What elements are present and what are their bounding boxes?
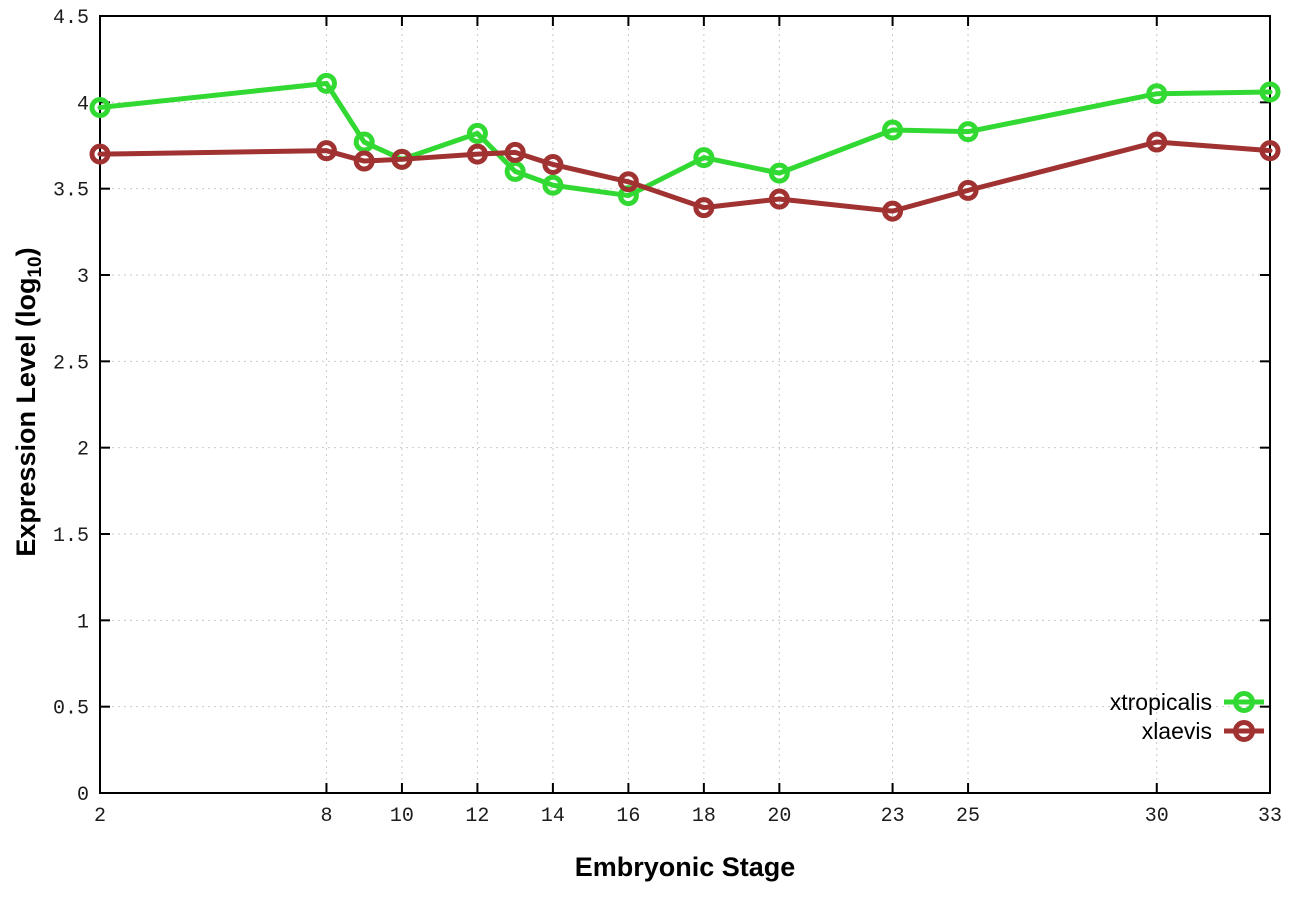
data-point-xtropicalis <box>957 121 979 143</box>
y-tick-label: 3 <box>77 266 89 289</box>
y-tick-label: 3.5 <box>53 180 89 203</box>
data-point-xtropicalis <box>466 122 488 144</box>
data-point-xtropicalis <box>693 147 715 169</box>
x-tick-label: 18 <box>692 805 716 828</box>
x-tick-label: 25 <box>956 805 980 828</box>
y-tick-label: 4 <box>77 93 89 116</box>
x-tick-label: 23 <box>881 805 905 828</box>
data-point-xlaevis <box>391 148 413 170</box>
x-axis-title: Embryonic Stage <box>575 852 796 883</box>
data-point-xlaevis <box>353 150 375 172</box>
series-line-xtropicalis <box>97 80 1273 199</box>
legend-sample-marker-xlaevis <box>1233 720 1255 742</box>
y-tick-label: 2.5 <box>53 352 89 375</box>
data-point-xtropicalis <box>882 119 904 141</box>
x-tick-label: 20 <box>767 805 791 828</box>
data-point-xtropicalis <box>768 162 790 184</box>
data-point-xlaevis <box>89 143 111 165</box>
y-tick-label: 2 <box>77 439 89 462</box>
x-axis-title-text: Embryonic Stage <box>574 852 796 882</box>
legend-sample-marker-xtropicalis <box>1233 691 1255 713</box>
data-point-xlaevis <box>768 188 790 210</box>
y-axis-title-subscript: 10 <box>25 256 46 278</box>
data-point-xlaevis <box>466 143 488 165</box>
data-point-xlaevis <box>957 179 979 201</box>
x-tick-label: 14 <box>541 805 565 828</box>
data-point-xtropicalis <box>504 160 526 182</box>
data-point-xtropicalis <box>353 131 375 153</box>
data-point-xtropicalis <box>315 72 337 94</box>
data-point-xlaevis <box>542 153 564 175</box>
x-tick-label: 33 <box>1258 805 1282 828</box>
x-tick-label: 12 <box>465 805 489 828</box>
x-tick-label: 16 <box>616 805 640 828</box>
x-tick-label: 8 <box>320 805 332 828</box>
data-point-xtropicalis <box>1259 81 1281 103</box>
data-point-xtropicalis <box>542 174 564 196</box>
y-tick-label: 0.5 <box>53 698 89 721</box>
data-point-xlaevis <box>693 197 715 219</box>
data-point-xtropicalis <box>89 97 111 119</box>
data-point-xlaevis <box>882 200 904 222</box>
data-point-xlaevis <box>617 171 639 193</box>
data-point-xlaevis <box>315 140 337 162</box>
x-tick-label: 2 <box>94 805 106 828</box>
legend-label-xtropicalis: xtropicalis <box>1110 689 1212 715</box>
x-tick-label: 30 <box>1145 805 1169 828</box>
x-tick-label: 10 <box>390 805 414 828</box>
y-tick-label: 1 <box>77 611 89 634</box>
data-point-xlaevis <box>504 141 526 163</box>
plot-border <box>99 15 1271 794</box>
y-tick-label: 4.5 <box>53 7 89 30</box>
legend-label-xlaevis: xlaevis <box>1142 718 1212 744</box>
data-point-xlaevis <box>1259 140 1281 162</box>
data-point-xtropicalis <box>1146 83 1168 105</box>
y-axis-title: Expression Level (log10) <box>11 247 46 557</box>
series-line-xlaevis <box>97 139 1273 214</box>
y-tick-label: 1.5 <box>53 525 89 548</box>
data-point-xlaevis <box>1146 131 1168 153</box>
y-tick-label: 0 <box>77 784 89 807</box>
